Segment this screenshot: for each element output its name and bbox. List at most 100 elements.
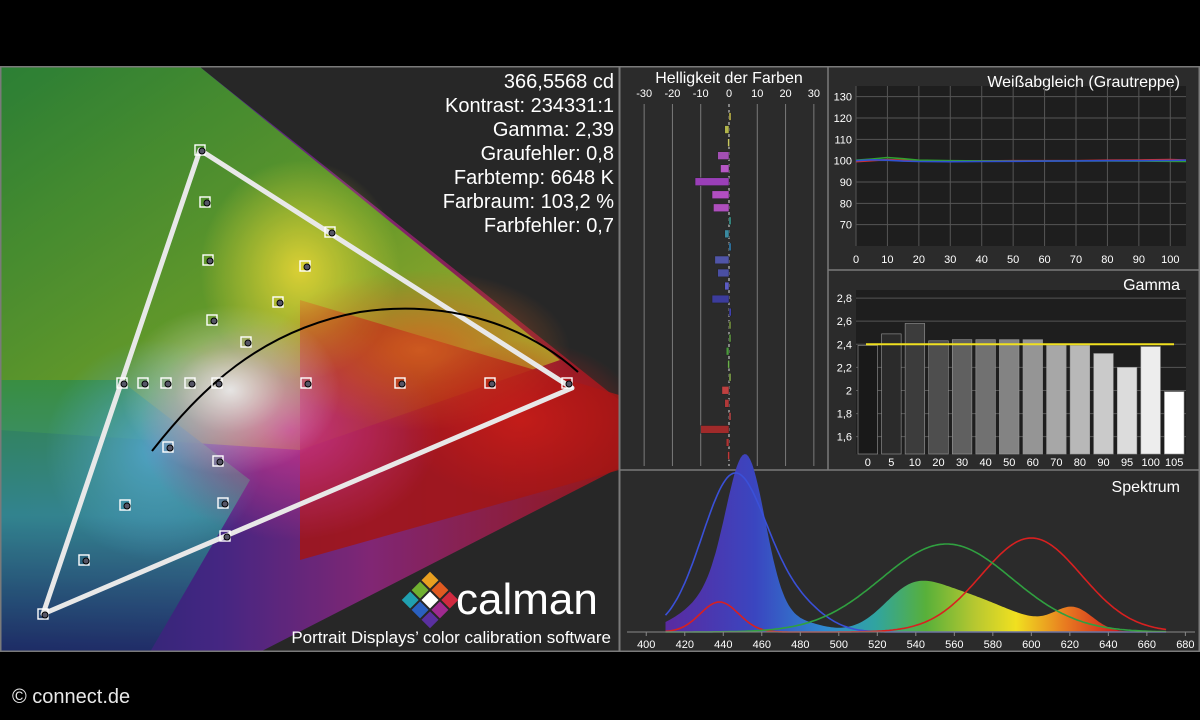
measurement-report: 366,5568 cd Kontrast: 234331:1 Gamma: 2,…	[0, 66, 1200, 652]
gamma-y-tick: 1,6	[837, 432, 852, 444]
gamma-x-tick: 5	[888, 457, 894, 469]
brightness-tick-label: -20	[664, 88, 680, 100]
report-canvas: 366,5568 cd Kontrast: 234331:1 Gamma: 2,…	[0, 66, 1200, 652]
gamma-chart-title: Gamma	[1123, 277, 1180, 294]
gamma-x-tick: 70	[1050, 457, 1062, 469]
brightness-tick-label: 20	[779, 88, 791, 100]
cie-measured-point	[221, 500, 229, 508]
planckian-locus	[151, 307, 579, 452]
cie-measured-point	[164, 380, 172, 388]
white-balance-title: Weißabgleich (Grautreppe)	[987, 74, 1180, 91]
gamma-x-tick: 30	[956, 457, 968, 469]
cie-measured-point	[198, 147, 206, 155]
brightness-bar	[694, 177, 730, 186]
white-balance-x-tick: 20	[913, 254, 925, 266]
cie-chromaticity-diagram	[0, 67, 619, 652]
spectrum-tick-label: 680	[1176, 639, 1194, 651]
gamma-y-tick: 2,8	[837, 293, 852, 305]
spectrum-tick-label: 620	[1061, 639, 1079, 651]
white-balance-x-tick: 70	[1070, 254, 1082, 266]
color-error-value: Farbfehler: 0,7	[484, 215, 614, 237]
spectrum-chart-title: Spektrum	[1112, 479, 1180, 496]
calman-logo-text: calman	[456, 575, 598, 624]
white-balance-x-tick: 0	[853, 254, 859, 266]
white-balance-x-tick: 90	[1133, 254, 1145, 266]
cie-measured-point	[206, 257, 214, 265]
gray-error-value: Graufehler: 0,8	[481, 143, 614, 165]
calman-tagline: Portrait Displays’ color calibration sof…	[291, 628, 611, 647]
brightness-tick-label: -30	[636, 88, 652, 100]
cie-measured-point	[82, 557, 90, 565]
white-balance-x-tick: 10	[881, 254, 893, 266]
gamma-y-tick: 2,4	[837, 339, 852, 351]
gamma-bar	[881, 333, 902, 455]
cie-measured-point	[188, 380, 196, 388]
brightness-bar	[728, 412, 732, 421]
gamma-x-tick: 20	[932, 457, 944, 469]
cie-measured-point	[216, 458, 224, 466]
brightness-bar	[724, 125, 730, 134]
gamma-x-tick: 10	[909, 457, 921, 469]
cie-measured-point	[215, 380, 223, 388]
gamma-bar	[1093, 353, 1114, 455]
spectrum-area	[665, 454, 1167, 632]
brightness-tick-label: 0	[726, 88, 732, 100]
brightness-bar	[728, 320, 732, 330]
gamma-x-tick: 0	[865, 457, 871, 469]
gamma-bar	[1069, 345, 1091, 455]
spectrum-reference-curve	[665, 537, 1167, 633]
spectrum-reference-curve	[665, 543, 1167, 633]
white-balance-x-tick: 100	[1161, 254, 1179, 266]
spectrum-tick-label: 540	[907, 639, 925, 651]
brightness-bar	[724, 281, 730, 291]
brightness-tick-label: -10	[693, 88, 709, 100]
gamma-x-tick: 100	[1141, 457, 1159, 469]
spectrum-x-ticks: 400 420 440 460 480 500 520 540 560 580 600 620 640 6…	[627, 631, 1195, 651]
gamma-x-tick: 105	[1165, 457, 1183, 469]
spectrum-tick-label: 520	[868, 639, 886, 651]
brightness-bar	[724, 229, 730, 239]
white-balance-x-tick: 50	[1007, 254, 1019, 266]
white-balance-y-tick: 130	[834, 92, 852, 104]
gamma-bar	[1046, 345, 1067, 455]
spectrum-tick-label: 640	[1099, 639, 1117, 651]
brightness-bar	[728, 307, 732, 317]
gamma-bar	[999, 339, 1020, 455]
brightness-bar	[727, 451, 730, 460]
panel-borders	[0, 66, 1200, 652]
white-balance-series	[855, 156, 1187, 163]
brightness-bar	[711, 190, 730, 199]
gamma-x-tick: 60	[1027, 457, 1039, 469]
cie-measured-point	[244, 339, 252, 347]
cie-measured-point	[488, 380, 496, 388]
white-balance-y-tick: 110	[834, 134, 852, 146]
brightness-tick-label: 30	[808, 88, 820, 100]
spectrum-tick-label: 460	[753, 639, 771, 651]
white-balance-x-tick: 80	[1101, 254, 1113, 266]
white-balance-y-tick: 120	[834, 113, 852, 125]
gamma-bar	[1164, 391, 1185, 455]
white-balance-x-tick: 40	[976, 254, 988, 266]
gamut-value: Farbraum: 103,2 %	[443, 191, 614, 213]
cie-measured-point	[166, 444, 174, 452]
brightness-bar	[721, 386, 730, 395]
cie-measured-point	[276, 299, 284, 307]
cie-measured-point	[565, 380, 573, 388]
gamma-y-tick: 2,6	[837, 316, 852, 328]
brightness-bar	[711, 294, 730, 304]
brightness-chart: Helligkeit der Farben -30 -20 -10 0 10 20 30	[636, 70, 820, 466]
cie-measured-point	[210, 317, 218, 325]
brightness-bar	[713, 203, 730, 212]
spectrum-tick-label: 480	[791, 639, 809, 651]
spectrum-tick-label: 400	[637, 639, 655, 651]
brightness-bar	[714, 255, 730, 265]
gamma-y-tick: 2,2	[837, 362, 852, 374]
gamma-bar	[1140, 346, 1161, 455]
cie-measured-point	[398, 380, 406, 388]
brightness-tick-label: 10	[751, 88, 763, 100]
color-temp-value: Farbtemp: 6648 K	[454, 167, 615, 189]
spectrum-tick-label: 500	[830, 639, 848, 651]
gamma-bar	[951, 339, 973, 455]
gamma-x-tick: 95	[1121, 457, 1133, 469]
white-balance-chart: Weißabgleich (Grautreppe) 13012011010090…	[834, 74, 1187, 266]
